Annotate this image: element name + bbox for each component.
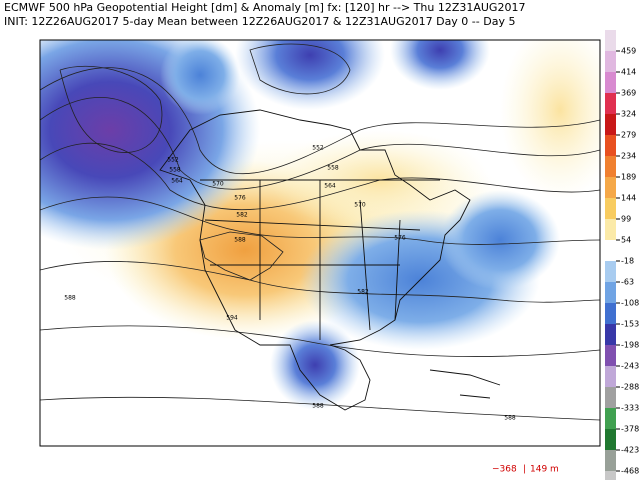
footer-min: −368 (492, 465, 517, 475)
contour-label: 564 (171, 178, 183, 185)
colorbar-label: 414 (621, 68, 636, 77)
contour-label: 564 (324, 183, 336, 190)
contour-label: 558 (327, 165, 339, 172)
colorbar-swatch (605, 429, 616, 450)
colorbar-label: -288 (621, 383, 639, 392)
colorbar-label: -198 (621, 341, 639, 350)
colorbar-label: 189 (621, 173, 636, 182)
contour-label: 582 (236, 212, 248, 219)
colorbar-label: 234 (621, 152, 636, 161)
colorbar-swatch (605, 261, 616, 282)
contour-label: 552 (312, 145, 324, 152)
colorbar-label: -423 (621, 446, 639, 455)
map (40, 40, 600, 421)
contour-label: 588 (312, 403, 324, 410)
colorbar-label: 324 (621, 110, 636, 119)
colorbar-swatch (605, 324, 616, 345)
colorbar-swatch (605, 345, 616, 366)
colorbar-swatch (605, 240, 616, 261)
colorbar-swatch (605, 30, 616, 51)
colorbar-label: -153 (621, 320, 639, 329)
colorbar-swatch (605, 303, 616, 324)
contour-label: 552 (167, 157, 179, 164)
colorbar-label: -333 (621, 404, 639, 413)
colorbar-label: -108 (621, 299, 639, 308)
colorbar-label: 459 (621, 47, 636, 56)
contour-label: 570 (212, 181, 224, 188)
colorbar-swatch (605, 450, 616, 471)
colorbar-swatch (605, 156, 616, 177)
colorbar-swatch (605, 51, 616, 72)
colorbar-label: -468 (621, 467, 639, 476)
contour-label: 588 (504, 415, 516, 422)
colorbar-swatch (605, 72, 616, 93)
contour-label: 594 (226, 315, 238, 322)
colorbar-swatch (605, 282, 616, 303)
footer-separator: | (523, 465, 526, 475)
colorbar-swatch (605, 135, 616, 156)
colorbar-swatch (605, 219, 616, 240)
contour-label: 588 (234, 237, 246, 244)
contour-label: 582 (357, 289, 369, 296)
colorbar-label: -243 (621, 362, 639, 371)
colorbar-label: 144 (621, 194, 636, 203)
footer-max: 149 m (530, 465, 559, 475)
contour-label: 576 (234, 195, 246, 202)
map-frame (39, 39, 601, 447)
header-line: ECMWF 500 hPa Geopotential Height [dm] &… (4, 1, 525, 14)
contour-label: 576 (394, 235, 406, 242)
contour-label: 570 (354, 202, 366, 209)
colorbar-label: -63 (621, 278, 634, 287)
colorbar-swatch (605, 387, 616, 408)
colorbar-label: 99 (621, 215, 631, 224)
colorbar-label: 54 (621, 236, 631, 245)
colorbar-swatch (605, 93, 616, 114)
colorbar-label: -18 (621, 257, 634, 266)
contour-label: 588 (64, 295, 76, 302)
contour-label: 558 (169, 167, 181, 174)
colorbar-label: 369 (621, 89, 636, 98)
colorbar-swatch (605, 198, 616, 219)
colorbar-swatch (605, 366, 616, 387)
colorbar-label: 279 (621, 131, 636, 140)
header-line: INIT: 12Z26AUG2017 5-day Mean between 12… (4, 15, 515, 28)
colorbar-swatch (605, 177, 616, 198)
colorbar-swatch (605, 471, 616, 484)
colorbar-swatch (605, 114, 616, 135)
colorbar-label: -378 (621, 425, 639, 434)
colorbar-swatch (605, 408, 616, 429)
